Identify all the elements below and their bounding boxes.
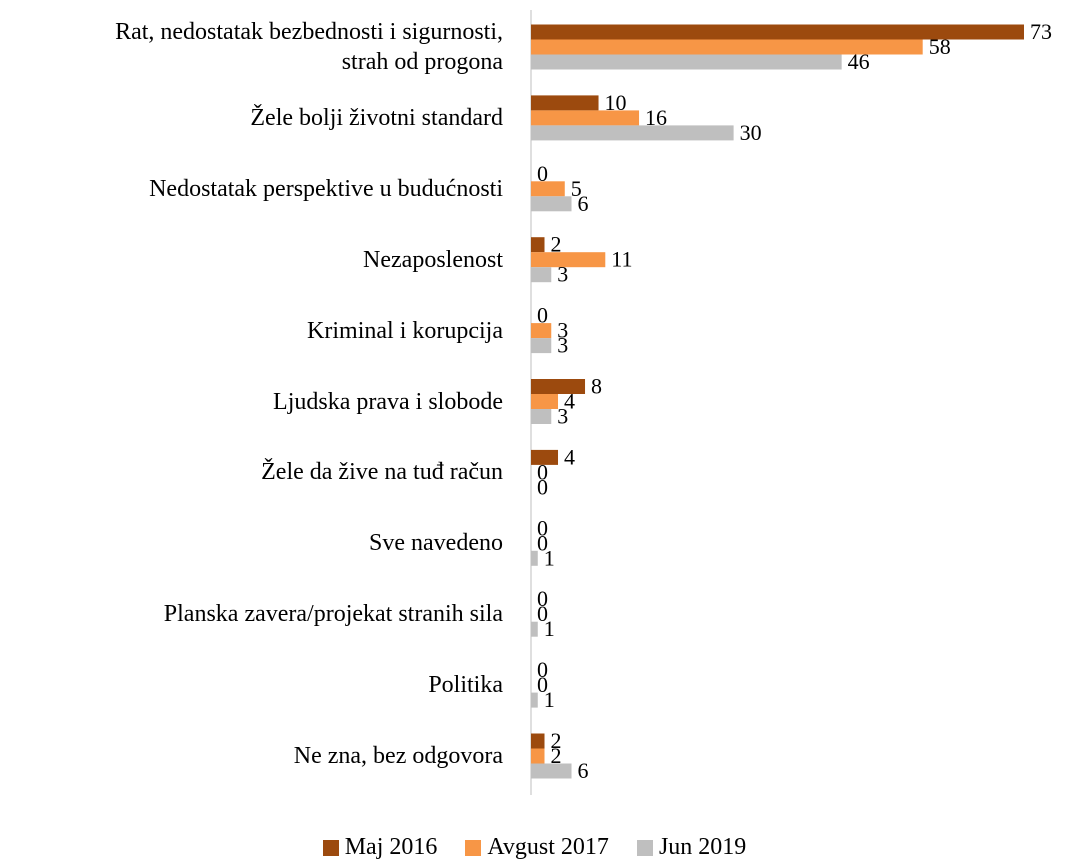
bar [531, 196, 572, 212]
data-label: 58 [929, 34, 951, 59]
data-label: 46 [848, 49, 870, 74]
category-label: Žele da žive na tuđ račun [261, 459, 503, 486]
data-label: 73 [1030, 19, 1052, 44]
bar [531, 24, 1024, 40]
data-label: 1 [544, 687, 555, 712]
data-label: 0 [537, 530, 548, 555]
bar [531, 252, 606, 268]
data-label: 6 [578, 758, 589, 783]
data-label: 0 [537, 474, 548, 499]
legend-label: Jun 2019 [658, 834, 747, 860]
bar [531, 409, 552, 424]
data-label: 30 [740, 120, 762, 145]
category-label: Ne zna, bez odgovora [293, 743, 503, 769]
data-label: 2 [551, 743, 562, 768]
category-label: Žele bolji životni standard [250, 104, 503, 131]
data-label: 0 [537, 303, 548, 328]
data-label: 3 [557, 333, 568, 358]
data-label: 0 [537, 515, 548, 540]
bar [531, 763, 572, 779]
data-label: 16 [645, 105, 667, 130]
data-label: 4 [564, 389, 575, 414]
category-label: Planska zavera/projekat stranih sila [163, 601, 503, 628]
category-label: Rat, nedostatak bezbednosti i sigurnosti… [115, 19, 503, 75]
data-label: 8 [591, 374, 602, 399]
bar [531, 267, 552, 283]
category-label: Nezaposlenost [363, 246, 503, 273]
data-label: 10 [605, 90, 627, 115]
category-label: Kriminal i korupcija [307, 317, 503, 344]
data-label: 3 [557, 318, 568, 343]
data-label: 0 [537, 657, 548, 682]
legend-item: Maj 2016 [322, 834, 438, 861]
data-label: 3 [557, 404, 568, 429]
bar [531, 748, 545, 764]
bar [531, 394, 559, 409]
data-label: 2 [551, 232, 562, 257]
legend: Maj 2016 Avgust 2017 Jun 2019 [0, 834, 1069, 861]
category-label: Sve navedeno [369, 530, 503, 557]
bar [531, 237, 545, 253]
bar [531, 449, 559, 465]
data-label: 6 [578, 191, 589, 216]
data-label: 0 [537, 161, 548, 186]
data-label: 0 [537, 459, 548, 484]
data-label: 1 [544, 545, 555, 570]
bar [531, 338, 552, 354]
data-label: 11 [611, 247, 632, 272]
data-label: 5 [571, 176, 582, 201]
bar [531, 181, 565, 197]
data-label: 0 [537, 672, 548, 697]
bar [531, 733, 545, 749]
data-label: 3 [557, 262, 568, 287]
legend-swatch [322, 839, 339, 856]
bar [531, 550, 538, 566]
bar [531, 323, 552, 339]
legend-item: Avgust 2017 [465, 834, 609, 861]
legend-label: Avgust 2017 [487, 834, 609, 860]
legend-swatch [465, 839, 482, 856]
bar [531, 125, 734, 141]
bar [531, 621, 538, 637]
data-label: 1 [544, 616, 555, 641]
data-label: 4 [564, 444, 575, 469]
bar [531, 110, 640, 126]
bar [531, 692, 538, 708]
legend-swatch [636, 839, 653, 856]
data-label: 0 [537, 586, 548, 611]
legend-item: Jun 2019 [636, 834, 747, 861]
legend-label: Maj 2016 [344, 834, 438, 860]
bar [531, 95, 599, 111]
bar [531, 54, 842, 70]
category-label: Nedostatak perspektive u budućnosti [149, 175, 503, 202]
category-label: Politika [428, 672, 503, 699]
bar [531, 379, 586, 394]
bar [531, 39, 923, 55]
data-label: 2 [551, 728, 562, 753]
category-label: Ljudska prava i slobode [273, 388, 503, 415]
data-label: 0 [537, 601, 548, 626]
